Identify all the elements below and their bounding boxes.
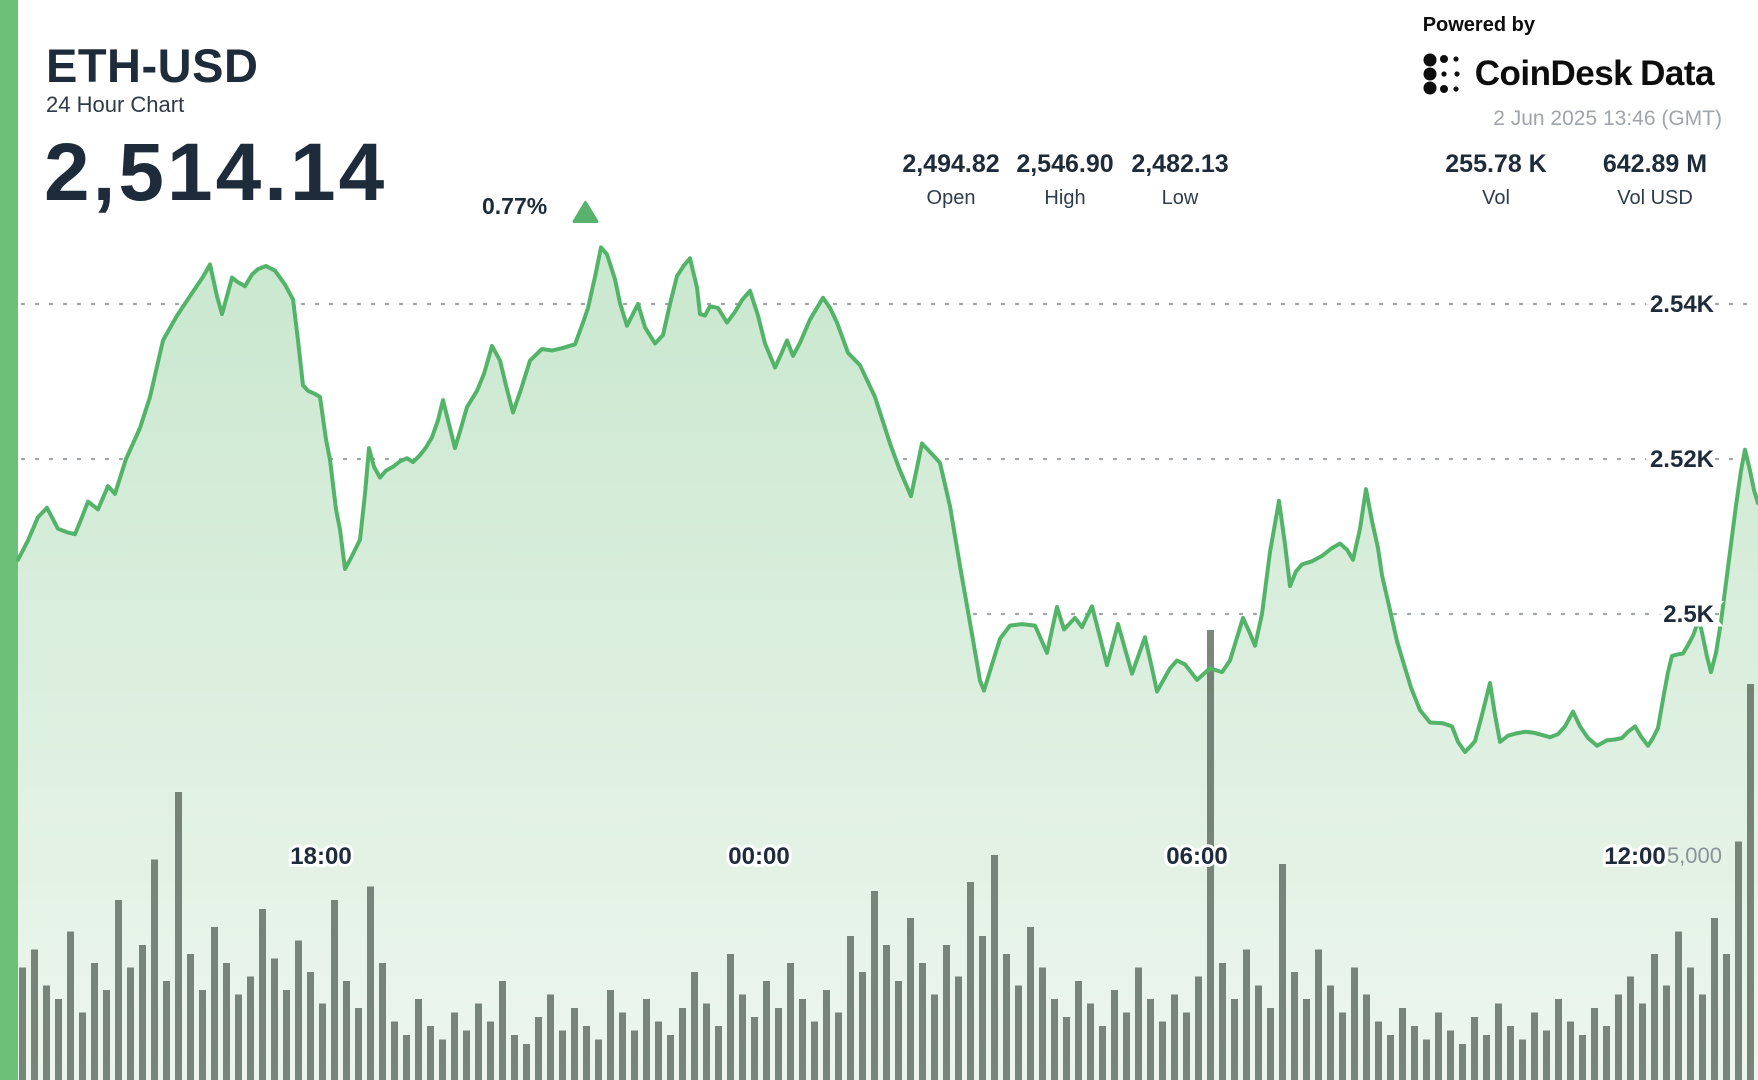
price-area-fill: [18, 247, 1758, 1080]
coindesk-logo-text-data: Data: [1640, 54, 1714, 93]
chart-subtitle: 24 Hour Chart: [46, 92, 185, 117]
accent-strip: [0, 0, 18, 1080]
stat-vol: 255.78 K Vol: [1445, 150, 1546, 210]
time-tick-label: 18:00: [290, 843, 351, 870]
stat-label: Vol USD: [1617, 187, 1693, 209]
stat-label: Open: [926, 187, 976, 209]
stat-value: 2,482.13: [1131, 150, 1229, 178]
time-tick-label: 00:00: [728, 843, 789, 870]
volume-bars: [19, 630, 1754, 1080]
price-change-percent: 0.77%: [482, 193, 548, 219]
stat-vol-usd: 642.89 M Vol USD: [1603, 150, 1707, 210]
stat-label: High: [1044, 187, 1086, 209]
stat-open: 2,494.82 Open: [902, 150, 999, 210]
time-tick-label: 06:00: [1166, 843, 1227, 870]
stat-low: 2,482.13 Low: [1131, 150, 1228, 210]
axis-labels: 2.54K 2.52K 2.5K 5,000 18:00 00:00 06:00 12:00: [287, 287, 1722, 874]
stat-value: 2,546.90: [1016, 150, 1114, 178]
price-tick-label: 2.5K: [1663, 601, 1714, 628]
stat-value: 2,494.82: [902, 150, 1000, 178]
coindesk-logo: CoinDesk Data: [1423, 53, 1714, 95]
time-tick-label: 12:00: [1604, 843, 1665, 870]
coindesk-logo-text: CoinDesk: [1474, 54, 1633, 93]
branding-block: Powered by CoinDesk Data 2 Jun 2025 13:4…: [1422, 14, 1722, 131]
current-price: 2,514.14: [44, 127, 388, 218]
stat-value: 255.78 K: [1445, 150, 1547, 178]
powered-by-label: Powered by: [1422, 14, 1535, 36]
price-tick-label: 2.52K: [1650, 446, 1715, 473]
price-up-triangle-icon: [572, 201, 599, 223]
price-line: [16, 245, 1758, 754]
symbol-title: ETH-USD: [46, 39, 259, 92]
stat-value: 642.89 M: [1602, 150, 1708, 178]
stat-label: Low: [1161, 187, 1199, 209]
coindesk-logo-icon: [1423, 53, 1460, 95]
stat-high: 2,546.90 High: [1016, 150, 1113, 210]
stat-label: Vol: [1482, 187, 1510, 209]
timestamp: 2 Jun 2025 13:46 (GMT): [1493, 107, 1722, 130]
volume-tick-label: 5,000: [1667, 843, 1722, 868]
price-tick-label: 2.54K: [1650, 291, 1715, 318]
